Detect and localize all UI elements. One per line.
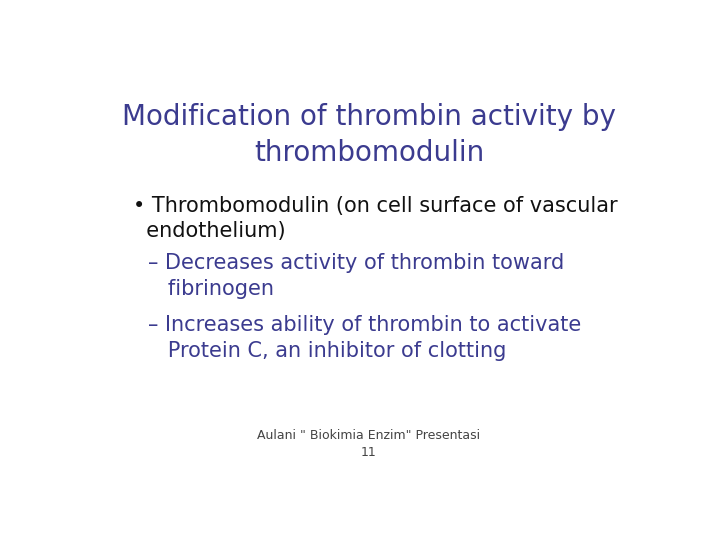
Text: – Increases ability of thrombin to activate
   Protein C, an inhibitor of clotti: – Increases ability of thrombin to activ… [148, 315, 581, 361]
Text: Aulani " Biokimia Enzim" Presentasi
11: Aulani " Biokimia Enzim" Presentasi 11 [258, 429, 480, 459]
Text: • Thrombomodulin (on cell surface of vascular
  endothelium): • Thrombomodulin (on cell surface of vas… [132, 195, 617, 241]
Text: Modification of thrombin activity by
thrombomodulin: Modification of thrombin activity by thr… [122, 103, 616, 167]
Text: – Decreases activity of thrombin toward
   fibrinogen: – Decreases activity of thrombin toward … [148, 253, 564, 299]
